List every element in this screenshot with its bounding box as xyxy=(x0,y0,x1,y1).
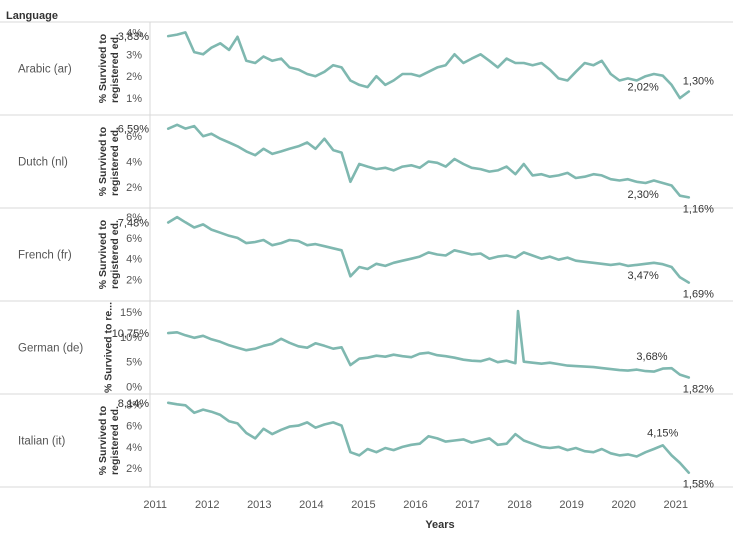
x-axis: Years 2011 2012 2013 2014 2015 2016 2017 2018 20… xyxy=(143,499,688,531)
x-tick-label: 2014 xyxy=(299,499,323,511)
y-axis-title: % Survived toregistered ed. xyxy=(97,127,121,196)
series-line xyxy=(166,31,691,100)
language-label: German (de) xyxy=(18,343,83,355)
y-axis-title: % Survived toregistered ed. xyxy=(97,406,121,475)
language-label: French (fr) xyxy=(18,250,72,262)
x-tick-label: 2019 xyxy=(559,499,583,511)
y-axis-title: % Survived to re... xyxy=(103,302,115,393)
data-label: 1,30% xyxy=(683,75,714,87)
y-tick-label: 4% xyxy=(126,442,142,454)
y-tick-label: 4% xyxy=(126,27,142,39)
y-axis-title: % Survived toregistered ed. xyxy=(97,34,121,103)
y-axis-title: % Survived toregistered ed. xyxy=(97,220,121,289)
y-tick-label: 8% xyxy=(126,399,142,411)
y-tick-label: 4% xyxy=(126,157,142,169)
y-tick-label: 15% xyxy=(120,307,142,319)
panel-3: French (fr) % Survived toregistered ed. 2%… xyxy=(0,208,733,302)
y-tick-label: 1% xyxy=(126,93,142,105)
x-tick-label: 2011 xyxy=(143,499,167,511)
data-label: 1,58% xyxy=(683,479,714,491)
y-tick-label: 8% xyxy=(126,212,142,224)
y-tick-label: 6% xyxy=(126,131,142,143)
data-label: 3,83% xyxy=(118,31,149,43)
x-tick-label: 2017 xyxy=(455,499,479,511)
y-tick-label: 5% xyxy=(126,357,142,369)
data-label: 1,82% xyxy=(683,383,714,395)
x-tick-label: 2013 xyxy=(247,499,271,511)
data-label: 1,69% xyxy=(683,289,714,301)
panel-1: Arabic (ar) % Survived toregistered ed. 1%… xyxy=(0,22,733,116)
language-label: Dutch (nl) xyxy=(18,157,68,169)
x-axis-title: Years xyxy=(425,519,454,531)
data-label: 10,75% xyxy=(112,328,150,340)
series-line xyxy=(166,123,691,199)
data-label: 7,48% xyxy=(118,218,149,230)
data-label: 8,14% xyxy=(118,398,149,410)
y-tick-label: 2% xyxy=(126,182,142,194)
x-tick-label: 2016 xyxy=(403,499,427,511)
series-line xyxy=(166,401,691,475)
x-tick-label: 2012 xyxy=(195,499,219,511)
data-label: 2,02% xyxy=(628,82,659,94)
panel-5: Italian (it) % Survived toregistered ed. 2… xyxy=(0,394,733,491)
y-tick-label: 10% xyxy=(120,332,142,344)
data-label: 4,15% xyxy=(647,427,678,439)
y-tick-label: 6% xyxy=(126,233,142,245)
data-label: 3,47% xyxy=(628,270,659,282)
y-tick-label: 2% xyxy=(126,274,142,286)
series-line xyxy=(166,309,691,379)
x-tick-label: 2015 xyxy=(351,499,375,511)
y-tick-label: 4% xyxy=(126,254,142,266)
panels-group: Arabic (ar) % Survived toregistered ed. 1%… xyxy=(0,21,733,491)
data-label: 3,68% xyxy=(636,351,667,363)
y-tick-label: 3% xyxy=(126,49,142,61)
y-tick-label: 0% xyxy=(126,382,142,394)
y-tick-label: 6% xyxy=(126,421,142,433)
data-label: 2,30% xyxy=(628,189,659,201)
data-label: 1,16% xyxy=(683,203,714,215)
x-tick-label: 2020 xyxy=(611,499,635,511)
y-tick-label: 2% xyxy=(126,71,142,83)
data-label: 6,59% xyxy=(118,124,149,136)
language-label: Arabic (ar) xyxy=(18,64,72,76)
series-line xyxy=(166,215,691,284)
language-column-header: Language xyxy=(6,10,58,22)
x-tick-label: 2018 xyxy=(507,499,531,511)
panel-2: Dutch (nl) % Survived toregistered ed. 2% 4… xyxy=(0,115,733,215)
y-tick-label: 2% xyxy=(126,463,142,475)
panel-4: German (de) % Survived to re... 0% 5% 10% 15%… xyxy=(0,301,733,395)
language-label: Italian (it) xyxy=(18,436,65,448)
x-tick-label: 2021 xyxy=(664,499,688,511)
